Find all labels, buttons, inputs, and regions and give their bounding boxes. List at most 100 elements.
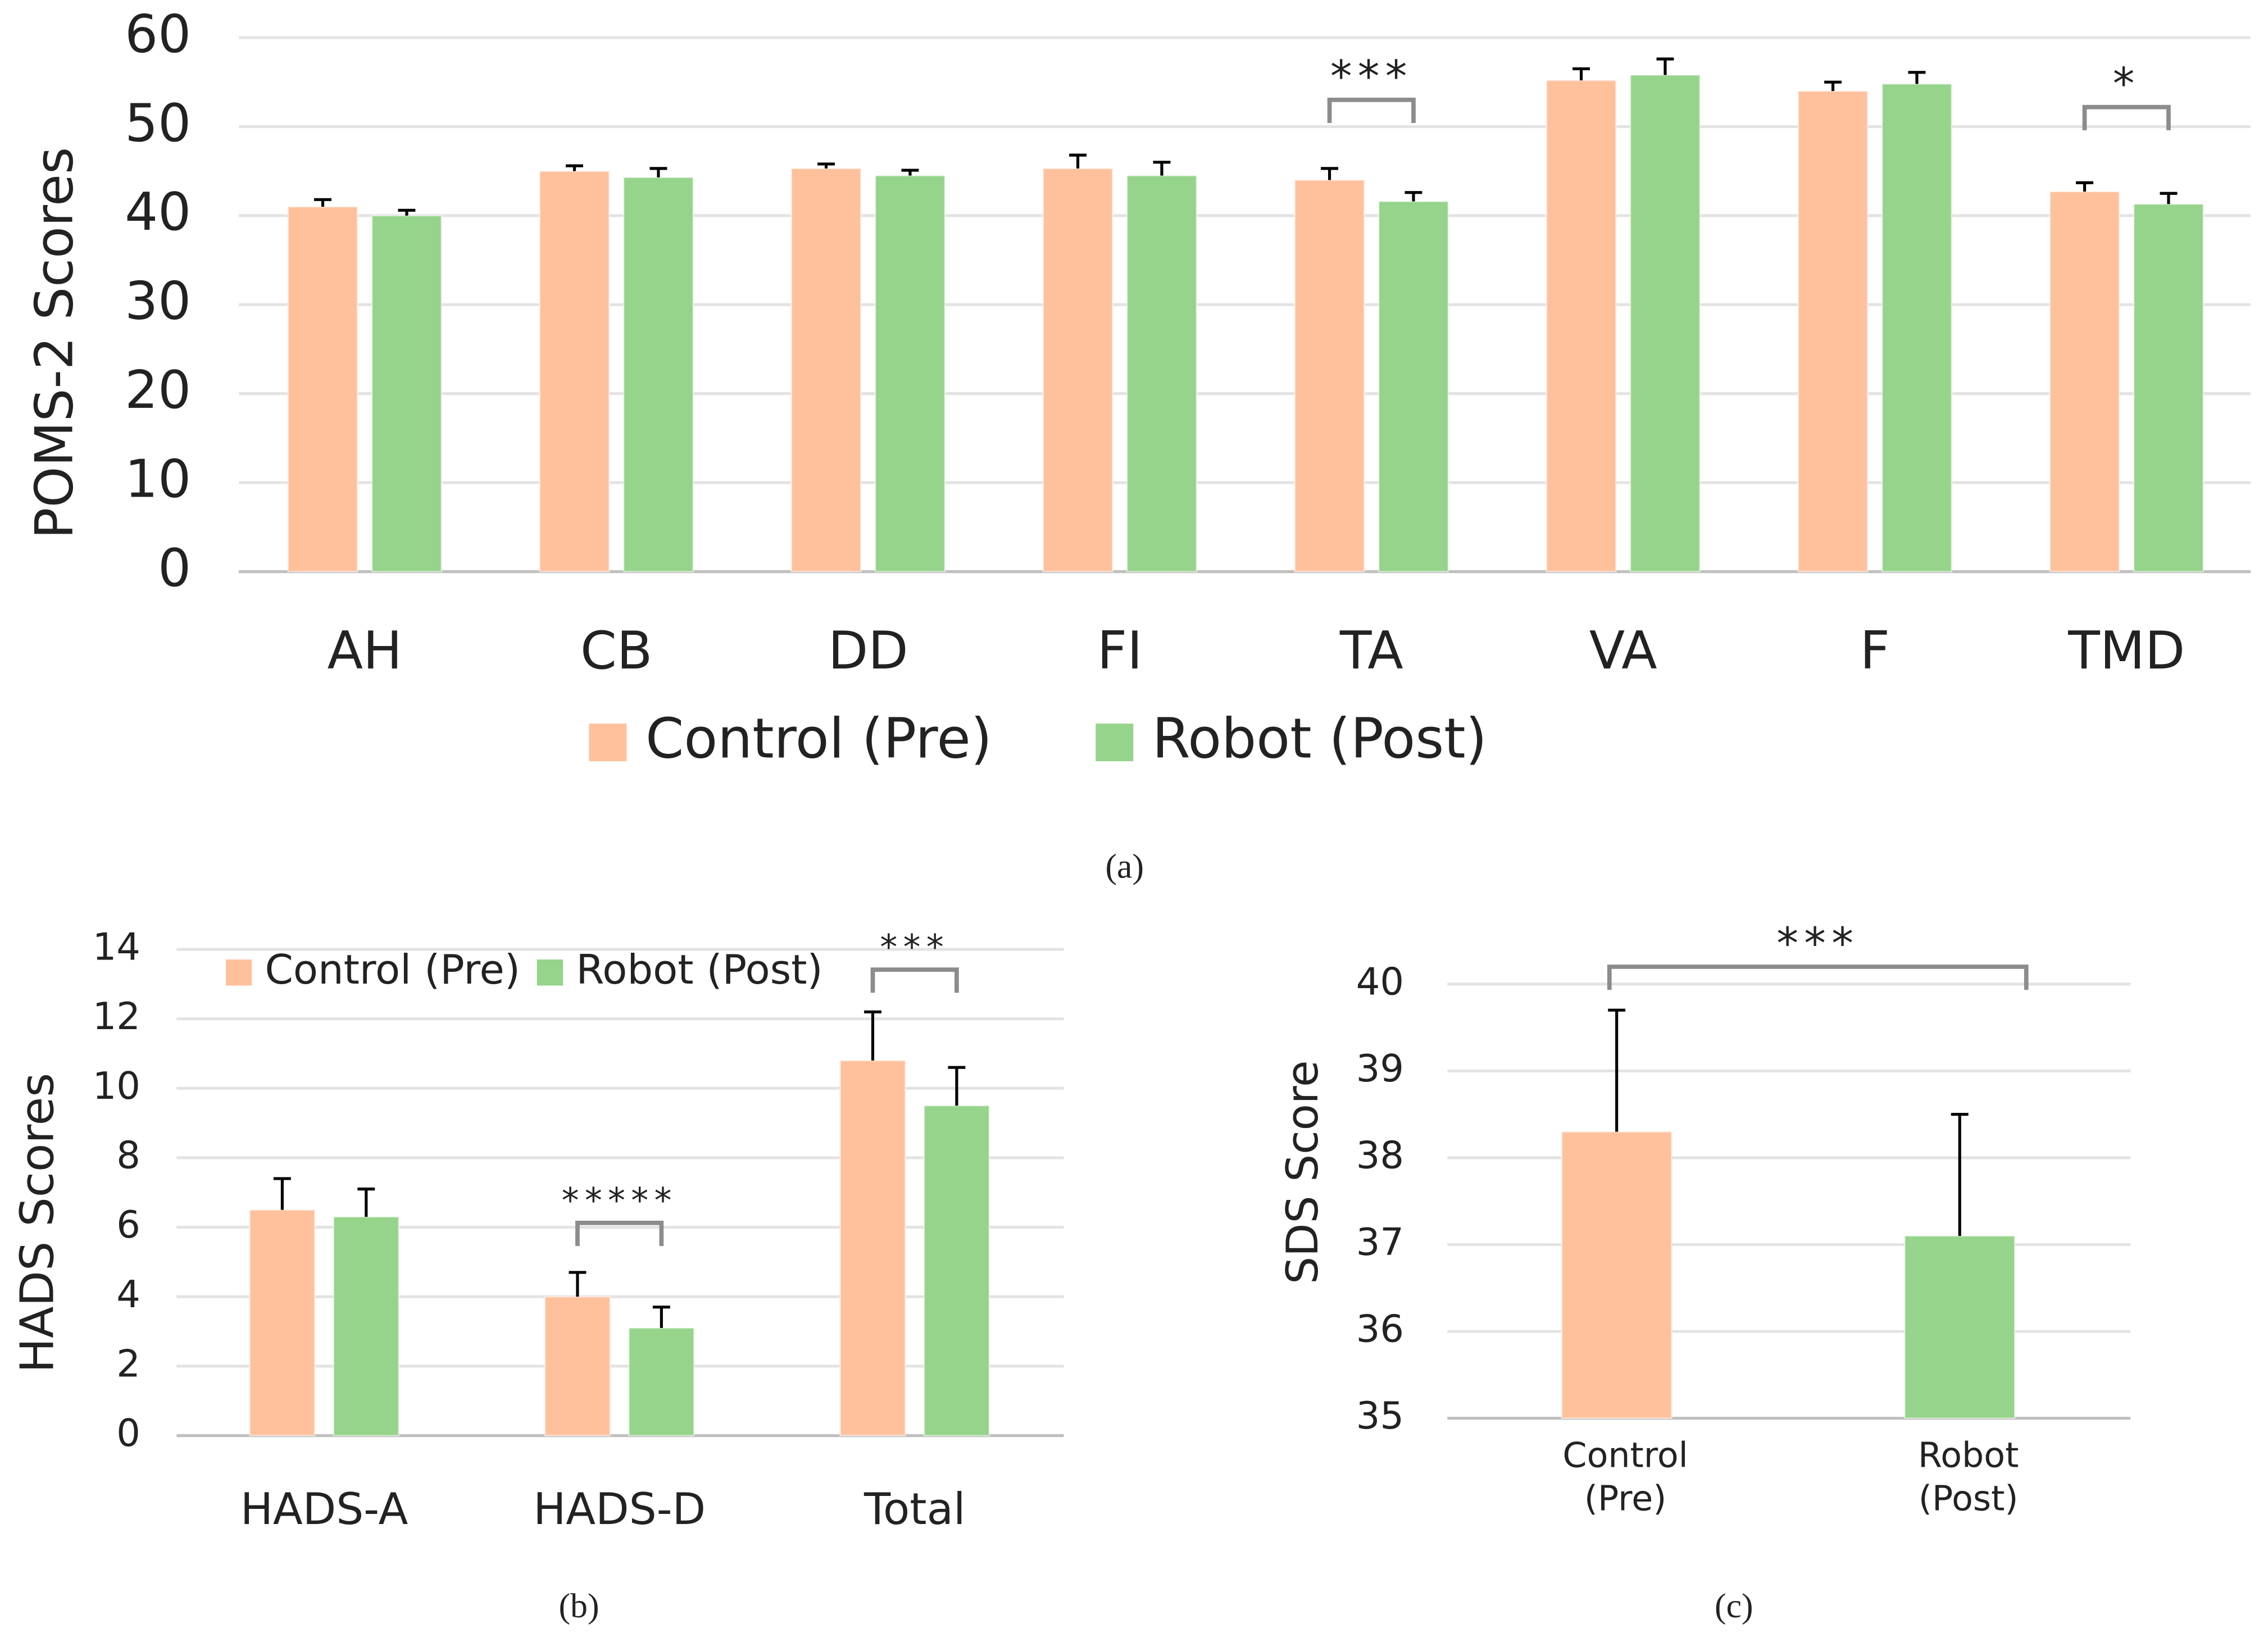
error-bar: [273, 1177, 291, 1210]
significance-bracket: [575, 1221, 664, 1247]
x-tick-label: DD: [828, 620, 908, 681]
x-tick-label: TA: [1339, 620, 1403, 681]
legend-swatch: [589, 724, 627, 762]
y-tick-label: 6: [116, 1203, 140, 1247]
error-bar: [357, 1188, 375, 1217]
x-tick-label: (Post): [1919, 1479, 2019, 1519]
bar: [1561, 1131, 1672, 1420]
x-tick-label: TMD: [2067, 620, 2185, 681]
y-tick-label: 35: [1356, 1394, 1404, 1438]
y-tick-label: 37: [1356, 1220, 1404, 1264]
error-bar: [652, 1306, 670, 1328]
significance-bracket: [1607, 965, 2029, 990]
bar: [1126, 175, 1198, 572]
error-bar: [864, 1010, 881, 1061]
bar: [874, 175, 946, 572]
bar: [1797, 90, 1869, 572]
error-bar: [1656, 57, 1674, 75]
bar: [1042, 167, 1113, 572]
x-tick-label: F: [1860, 620, 1890, 681]
y-tick-label: 20: [125, 360, 191, 420]
error-bar: [569, 1271, 587, 1297]
y-tick-label: 40: [1356, 959, 1404, 1003]
significance-bracket: [1327, 97, 1416, 123]
error-bar: [901, 169, 919, 176]
x-tick-label: CB: [580, 620, 652, 681]
x-tick-label: HADS-D: [533, 1484, 706, 1535]
x-tick-label: Robot: [1918, 1435, 2019, 1475]
significance-label: *: [2113, 59, 2140, 110]
bar: [1294, 179, 1365, 572]
y-tick-label: 4: [116, 1272, 140, 1316]
significance-bracket: [2082, 104, 2171, 130]
bar: [1881, 83, 1953, 572]
error-bar: [1069, 153, 1087, 169]
y-tick-label: 10: [93, 1064, 140, 1108]
y-tick-label: 38: [1356, 1134, 1404, 1177]
y-tick-label: 14: [93, 925, 140, 969]
legend-label: Robot (Post): [1152, 707, 1487, 771]
error-bar: [1908, 71, 1926, 84]
y-tick-label: 0: [158, 538, 191, 598]
bar: [628, 1327, 695, 1436]
x-tick-label: (Pre): [1584, 1479, 1667, 1519]
error-bar: [1824, 80, 1842, 92]
legend-swatch: [1096, 724, 1134, 762]
error-bar: [314, 198, 331, 207]
x-tick-label: FI: [1097, 620, 1143, 681]
bar: [839, 1059, 906, 1436]
legend-label: Robot (Post): [576, 947, 822, 994]
y-tick-label: 0: [116, 1411, 140, 1455]
error-bar: [1608, 1008, 1626, 1132]
y-tick-label: 50: [125, 93, 191, 153]
error-bar: [817, 162, 835, 169]
error-bar: [1951, 1113, 1969, 1236]
legend-swatch: [225, 959, 252, 986]
y-tick-label: 30: [125, 271, 191, 331]
bar: [622, 176, 694, 572]
bar: [333, 1216, 400, 1436]
error-bar: [2076, 181, 2094, 192]
significance-label: ***: [880, 927, 949, 967]
y-axis-label: POMS-2 Scores: [24, 147, 84, 539]
y-axis-label: SDS Score: [1278, 1060, 1328, 1284]
bar: [1546, 79, 1617, 572]
legend-swatch: [537, 959, 563, 986]
legend-label: Control (Pre): [646, 707, 992, 771]
bar: [2049, 190, 2120, 572]
x-tick-label: AH: [328, 620, 402, 681]
y-tick-label: 36: [1356, 1307, 1404, 1351]
significance-bracket: [870, 967, 959, 993]
significance-label: *****: [562, 1180, 678, 1221]
x-tick-label: Total: [863, 1484, 965, 1535]
x-tick-label: Control: [1562, 1435, 1688, 1475]
significance-label: ***: [1330, 52, 1413, 102]
bar: [287, 206, 358, 572]
bar: [371, 215, 443, 572]
bar: [2133, 203, 2205, 572]
bar: [923, 1104, 990, 1436]
y-tick-label: 12: [93, 994, 140, 1038]
error-bar: [398, 208, 416, 216]
significance-label: ***: [1776, 918, 1859, 969]
error-bar: [1572, 67, 1590, 81]
error-bar: [948, 1066, 966, 1106]
panel-label: (c): [1715, 1587, 1753, 1625]
y-tick-label: 10: [125, 449, 191, 510]
bar: [249, 1209, 316, 1436]
panel-label: (b): [558, 1587, 599, 1625]
error-bar: [566, 164, 583, 171]
error-bar: [1321, 167, 1339, 180]
bar: [1904, 1235, 2016, 1420]
x-tick-label: HADS-A: [240, 1484, 408, 1535]
error-bar: [1405, 191, 1422, 202]
error-bar: [649, 167, 667, 178]
bar: [790, 167, 862, 572]
bar: [1629, 74, 1701, 572]
y-tick-label: 60: [125, 3, 191, 64]
y-tick-label: 8: [116, 1134, 140, 1177]
bar: [1378, 201, 1449, 572]
bar: [539, 170, 610, 572]
